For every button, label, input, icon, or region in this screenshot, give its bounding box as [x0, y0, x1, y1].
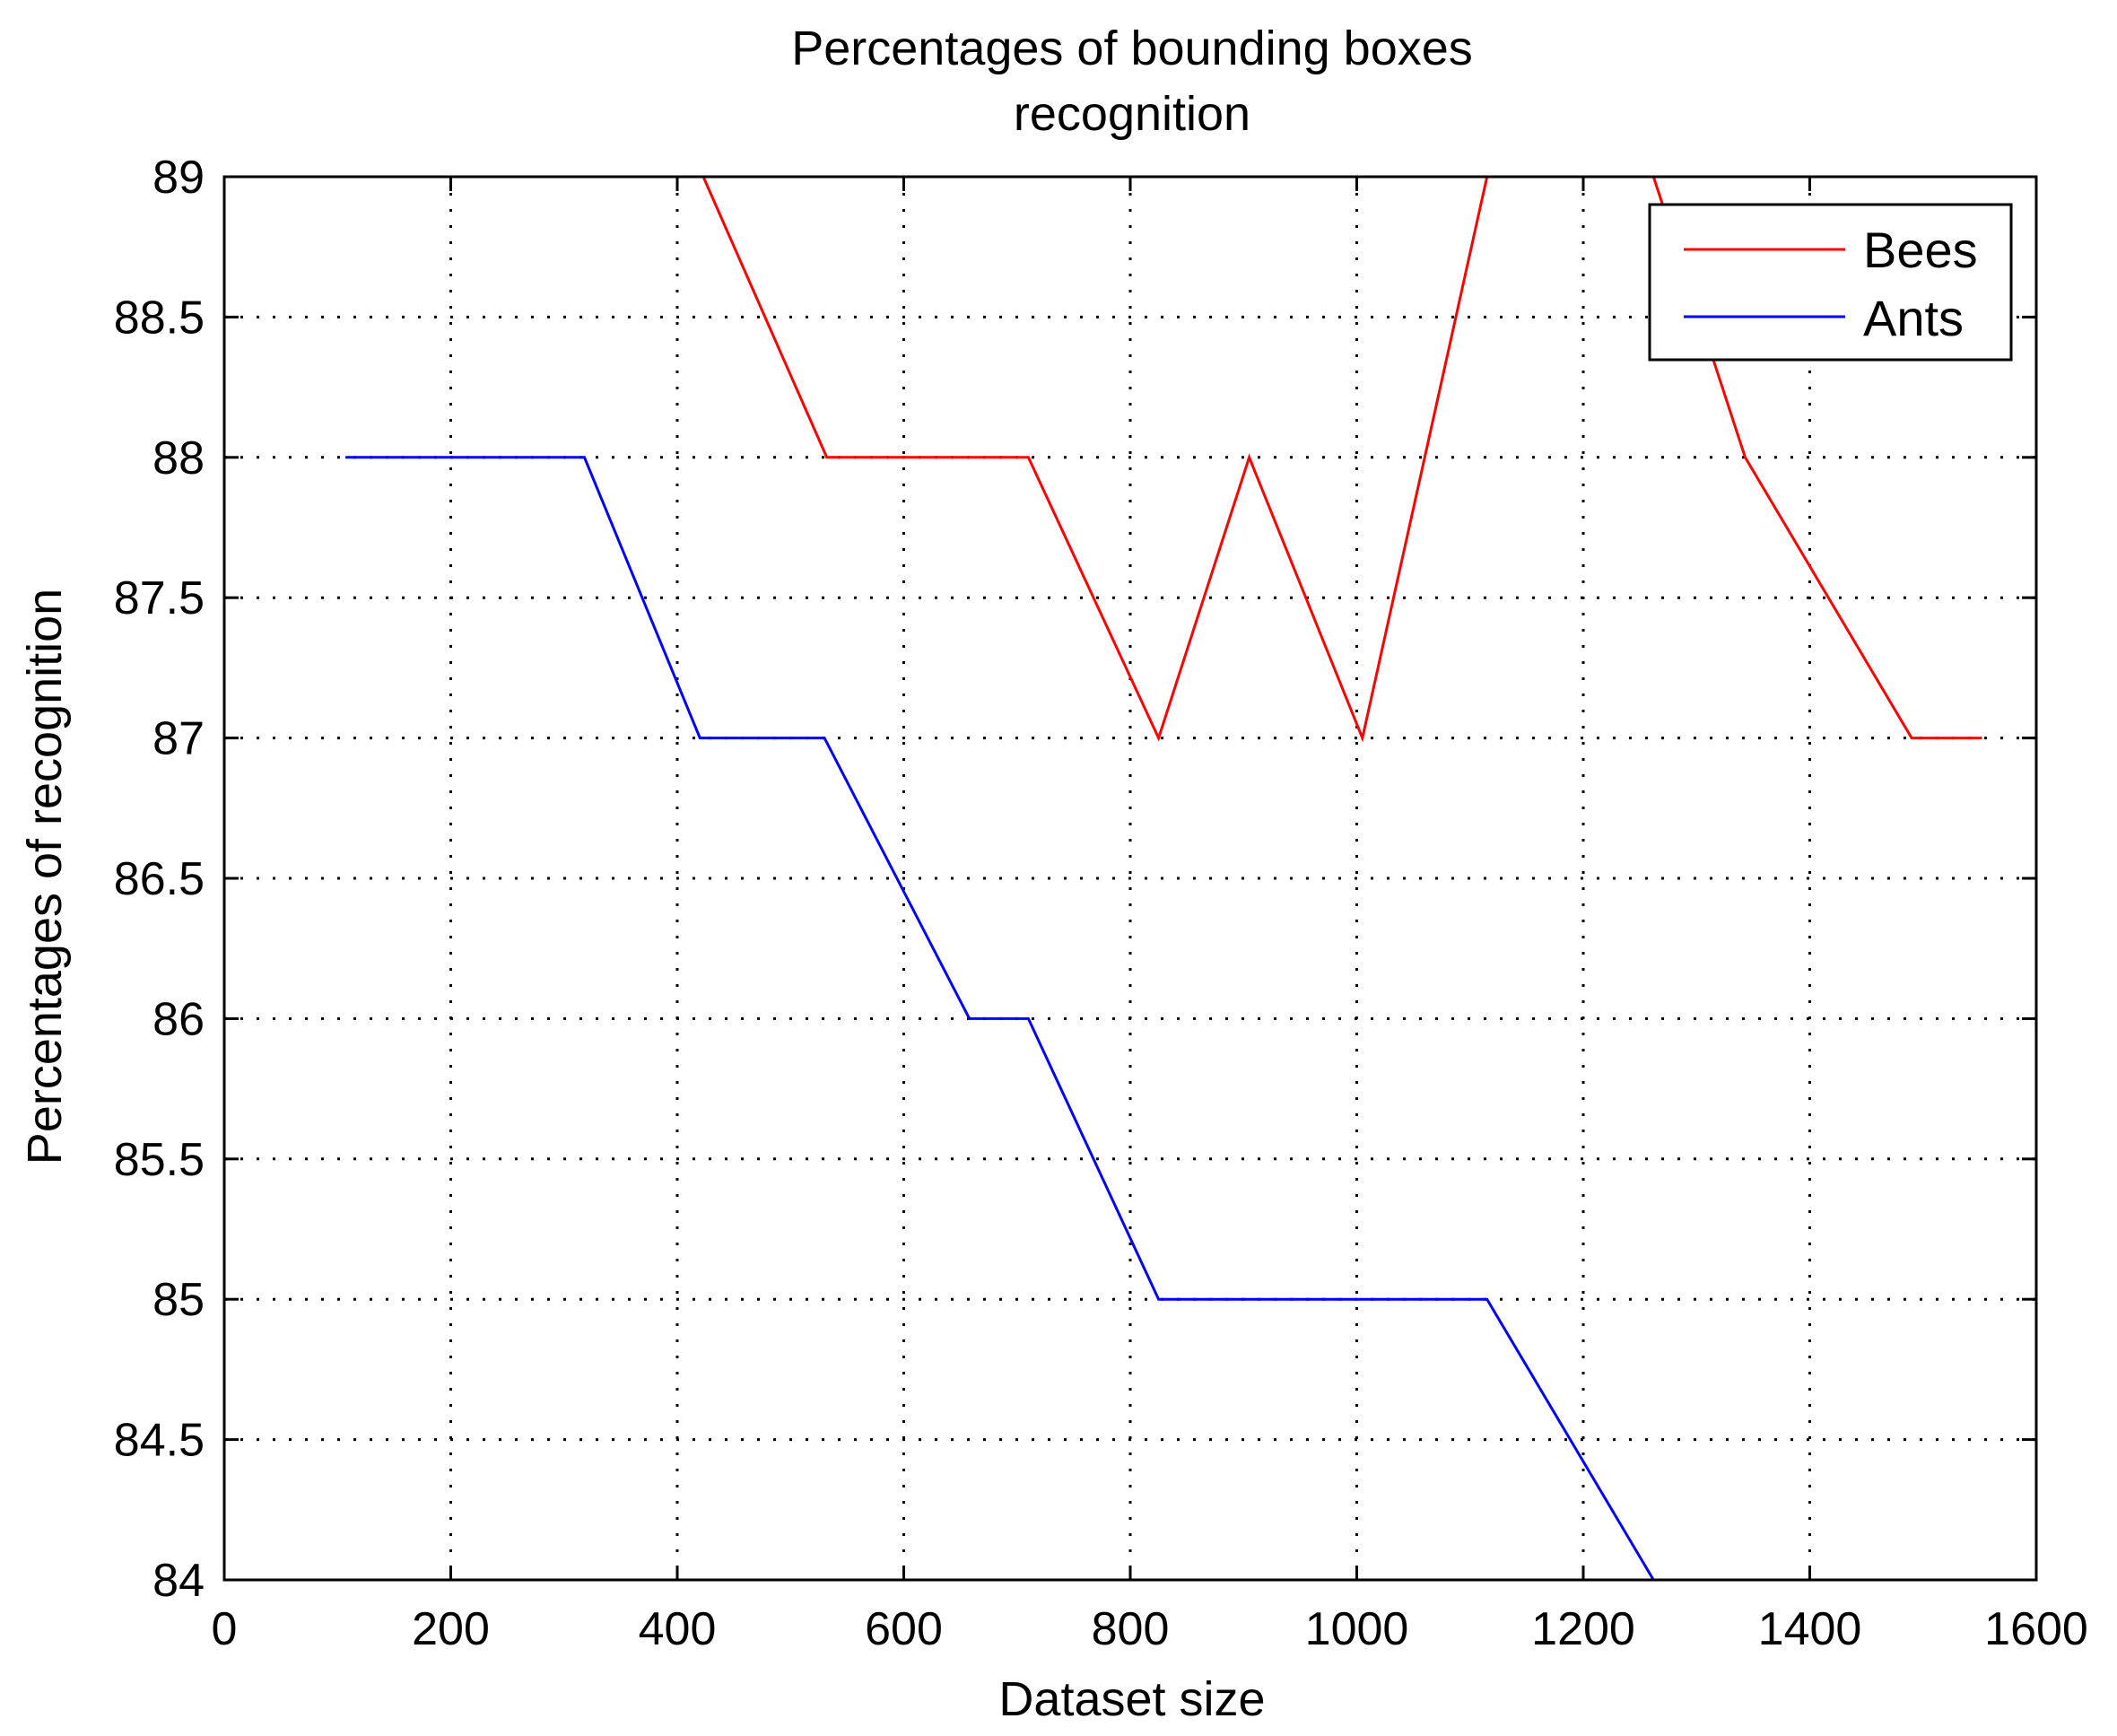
y-tick-label: 87	[152, 713, 205, 765]
y-tick-label: 86.5	[114, 853, 205, 905]
y-tick-label: 87.5	[114, 572, 205, 624]
x-tick-label: 1200	[1531, 1603, 1635, 1655]
legend: Bees Ants	[1648, 203, 2013, 362]
y-tick-label: 89	[152, 152, 205, 204]
y-tick-label: 88	[152, 432, 205, 484]
x-tick-label: 400	[639, 1603, 717, 1655]
y-tick-label: 86	[152, 993, 205, 1045]
y-axis-title: Percentages of recognition	[18, 589, 72, 1165]
axis-ticks	[222, 175, 2038, 1582]
grid	[224, 177, 2036, 1580]
y-tick-label: 84	[152, 1555, 205, 1607]
y-tick-label: 88.5	[114, 292, 205, 344]
y-tick-label: 84.5	[114, 1415, 205, 1467]
series-line-bees	[345, 175, 1982, 743]
legend-label-bees: Bees	[1863, 222, 1978, 278]
x-tick-label: 800	[1092, 1603, 1170, 1655]
chart-title-line-1: Percentages of bounding boxes	[791, 22, 1473, 75]
series-line-ants	[345, 456, 1982, 1582]
y-tick-label: 85	[152, 1274, 205, 1326]
legend-box	[1648, 203, 2013, 362]
legend-label-ants: Ants	[1863, 290, 1964, 346]
x-tick-label: 1600	[1984, 1603, 2088, 1655]
x-tick-label: 1400	[1758, 1603, 1862, 1655]
x-tick-label: 600	[865, 1603, 943, 1655]
axis-tick-labels: 0 200 400 600 800 1000 1200 1400 1600 84 84.5 85 85.…	[114, 152, 2088, 1655]
x-tick-label: 200	[412, 1603, 490, 1655]
series-lines	[345, 175, 1982, 1582]
x-axis-title: Dataset size	[998, 1672, 1265, 1726]
x-tick-label: 0	[212, 1603, 238, 1655]
y-tick-label: 85.5	[114, 1134, 205, 1186]
chart-title-line-2: recognition	[1014, 87, 1250, 141]
x-tick-label: 1000	[1305, 1603, 1409, 1655]
